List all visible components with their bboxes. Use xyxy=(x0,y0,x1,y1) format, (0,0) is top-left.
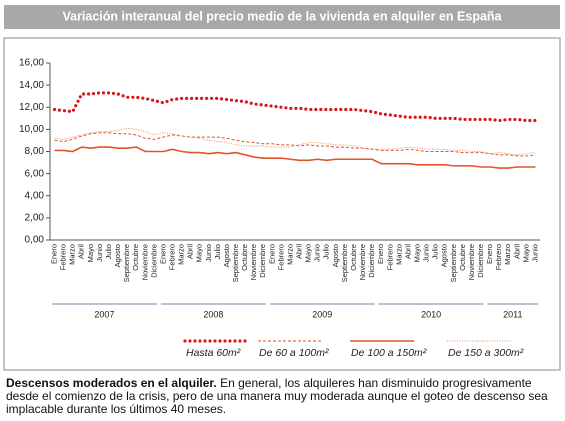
y-tick-label: 4,00 xyxy=(25,190,45,201)
x-tick-label: Octubre xyxy=(131,244,140,271)
x-tick-label: Julio xyxy=(213,244,222,259)
legend-label: De 150 a 300m² xyxy=(448,347,524,359)
x-tick-label: Septiembre xyxy=(340,244,349,282)
x-tick-label: Octubre xyxy=(458,244,467,271)
x-tick-label: Marzo xyxy=(285,244,294,265)
x-tick-label: Octubre xyxy=(349,244,358,271)
y-tick-label: 2,00 xyxy=(25,213,45,224)
x-tick-label: Abril xyxy=(403,244,412,259)
chart-frame xyxy=(3,37,561,371)
group-label: 2009 xyxy=(312,309,332,319)
x-tick-label: Mayo xyxy=(412,244,421,262)
x-tick-label: Diciembre xyxy=(476,244,485,278)
series-line xyxy=(52,91,538,123)
x-tick-label: Noviembre xyxy=(358,244,367,280)
x-tick-label: Enero xyxy=(50,244,59,264)
x-tick-label: Febrero xyxy=(59,244,68,270)
x-tick-label: Mayo xyxy=(86,244,95,262)
group-label: 2008 xyxy=(203,309,223,319)
x-tick-label: Julio xyxy=(104,244,113,259)
x-tick-label: Noviembre xyxy=(249,244,258,280)
x-tick-label: Abril xyxy=(186,244,195,259)
legend-label: De 60 a 100m² xyxy=(259,347,329,359)
x-tick-label: Junio xyxy=(95,244,104,262)
series-line xyxy=(54,127,536,156)
x-tick-label: Febrero xyxy=(167,244,176,270)
x-tick-label: Julio xyxy=(431,244,440,259)
x-tick-label: Septiembre xyxy=(122,244,131,282)
x-tick-label: Abril xyxy=(295,244,304,259)
group-label: 2007 xyxy=(94,309,114,319)
legend-label: De 100 a 150m² xyxy=(351,347,427,359)
x-tick-label: Septiembre xyxy=(449,244,458,282)
x-tick-label: Diciembre xyxy=(258,244,267,278)
x-tick-label: Enero xyxy=(485,244,494,264)
y-tick-label: 12,00 xyxy=(19,102,44,113)
x-tick-label: Febrero xyxy=(385,244,394,270)
x-tick-label: Febrero xyxy=(276,244,285,270)
x-tick-label: Mayo xyxy=(521,244,530,262)
chart: Variación interanual del precio medio de… xyxy=(3,5,561,371)
x-tick-label: Noviembre xyxy=(467,244,476,280)
y-tick-label: 10,00 xyxy=(19,124,44,135)
series-line xyxy=(54,132,536,157)
x-tick-label: Diciembre xyxy=(367,244,376,278)
y-tick-label: 16,00 xyxy=(19,58,44,69)
x-tick-label: Marzo xyxy=(68,244,77,265)
y-tick-label: 0,00 xyxy=(25,235,45,246)
x-tick-label: Julio xyxy=(322,244,331,259)
x-tick-label: Agosto xyxy=(331,244,340,267)
chart-title: Variación interanual del precio medio de… xyxy=(62,9,502,23)
x-tick-label: Abril xyxy=(512,244,521,259)
caption-text: En general, los alquileres han disminuid… xyxy=(6,376,548,416)
x-tick-label: Junio xyxy=(313,244,322,262)
title-bar xyxy=(4,5,560,29)
caption: Descensos moderados en el alquiler. En g… xyxy=(6,377,558,416)
series-line xyxy=(54,146,536,169)
x-tick-label: Agosto xyxy=(222,244,231,267)
x-tick-label: Mayo xyxy=(304,244,313,262)
x-tick-label: Marzo xyxy=(503,244,512,265)
x-tick-label: Abril xyxy=(77,244,86,259)
group-label: 2011 xyxy=(503,309,522,319)
x-tick-label: Enero xyxy=(158,244,167,264)
y-tick-label: 6,00 xyxy=(25,168,45,179)
x-tick-label: Junio xyxy=(422,244,431,262)
x-tick-label: Junio xyxy=(204,244,213,262)
x-tick-label: Marzo xyxy=(177,244,186,265)
y-tick-label: 8,00 xyxy=(25,146,45,157)
x-tick-label: Enero xyxy=(376,244,385,264)
legend-label: Hasta 60m² xyxy=(186,347,241,359)
x-tick-label: Septiembre xyxy=(231,244,240,282)
x-tick-label: Marzo xyxy=(394,244,403,265)
x-tick-label: Agosto xyxy=(440,244,449,267)
caption-lead: Descensos moderados en el alquiler. xyxy=(6,376,217,390)
y-tick-label: 14,00 xyxy=(19,80,44,91)
x-tick-label: Octubre xyxy=(240,244,249,271)
x-tick-label: Diciembre xyxy=(149,244,158,278)
group-label: 2010 xyxy=(421,309,441,319)
x-tick-label: Enero xyxy=(267,244,276,264)
x-tick-label: Febrero xyxy=(494,244,503,270)
x-tick-label: Junio xyxy=(530,244,539,262)
x-tick-label: Mayo xyxy=(195,244,204,262)
x-tick-label: Agosto xyxy=(113,244,122,267)
x-tick-label: Noviembre xyxy=(140,244,149,280)
